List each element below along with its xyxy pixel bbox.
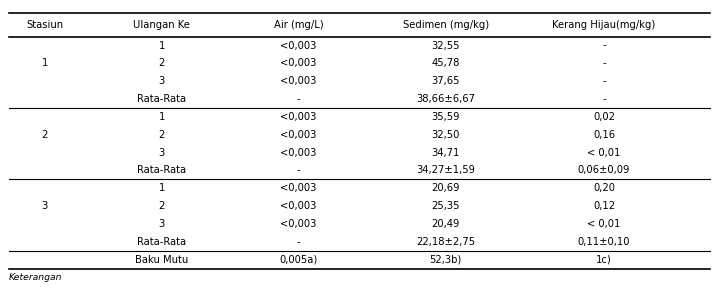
Text: 2: 2 <box>159 201 165 211</box>
Text: 1: 1 <box>42 58 47 68</box>
Text: <0,003: <0,003 <box>280 148 316 158</box>
Text: 38,66±6,67: 38,66±6,67 <box>416 94 475 104</box>
Text: -: - <box>296 237 301 247</box>
Text: 25,35: 25,35 <box>431 201 460 211</box>
Text: Air (mg/L): Air (mg/L) <box>273 20 324 30</box>
Text: Stasiun: Stasiun <box>26 20 63 30</box>
Text: < 0,01: < 0,01 <box>587 219 620 229</box>
Text: <0,003: <0,003 <box>280 76 316 86</box>
Text: 45,78: 45,78 <box>431 58 460 68</box>
Text: 0,02: 0,02 <box>593 112 615 122</box>
Text: 20,69: 20,69 <box>431 183 460 193</box>
Text: <0,003: <0,003 <box>280 58 316 68</box>
Text: 0,16: 0,16 <box>593 130 615 140</box>
Text: 34,27±1,59: 34,27±1,59 <box>416 166 475 175</box>
Text: Baku Mutu: Baku Mutu <box>135 255 188 265</box>
Text: Rata-Rata: Rata-Rata <box>137 166 186 175</box>
Text: Sedimen (mg/kg): Sedimen (mg/kg) <box>403 20 489 30</box>
Text: 20,49: 20,49 <box>431 219 460 229</box>
Text: <0,003: <0,003 <box>280 201 316 211</box>
Text: 3: 3 <box>159 76 165 86</box>
Text: 2: 2 <box>159 58 165 68</box>
Text: Keterangan: Keterangan <box>9 273 62 282</box>
Text: 1: 1 <box>159 183 165 193</box>
Text: 32,55: 32,55 <box>431 41 460 50</box>
Text: 0,11±0,10: 0,11±0,10 <box>577 237 631 247</box>
Text: 35,59: 35,59 <box>431 112 460 122</box>
Text: -: - <box>602 94 606 104</box>
Text: -: - <box>602 41 606 50</box>
Text: -: - <box>296 94 301 104</box>
Text: 0,12: 0,12 <box>593 201 615 211</box>
Text: 22,18±2,75: 22,18±2,75 <box>416 237 475 247</box>
Text: Rata-Rata: Rata-Rata <box>137 94 186 104</box>
Text: 37,65: 37,65 <box>431 76 460 86</box>
Text: 3: 3 <box>42 201 47 211</box>
Text: <0,003: <0,003 <box>280 219 316 229</box>
Text: Rata-Rata: Rata-Rata <box>137 237 186 247</box>
Text: <0,003: <0,003 <box>280 130 316 140</box>
Text: Kerang Hijau(mg/kg): Kerang Hijau(mg/kg) <box>552 20 656 30</box>
Text: -: - <box>602 58 606 68</box>
Text: 3: 3 <box>159 219 165 229</box>
Text: 32,50: 32,50 <box>431 130 460 140</box>
Text: 0,20: 0,20 <box>593 183 615 193</box>
Text: 3: 3 <box>159 148 165 158</box>
Text: 34,71: 34,71 <box>431 148 460 158</box>
Text: 2: 2 <box>159 130 165 140</box>
Text: 0,06±0,09: 0,06±0,09 <box>578 166 630 175</box>
Text: 2: 2 <box>42 130 47 140</box>
Text: 0,005a): 0,005a) <box>279 255 318 265</box>
Text: 1c): 1c) <box>596 255 612 265</box>
Text: <0,003: <0,003 <box>280 41 316 50</box>
Text: < 0,01: < 0,01 <box>587 148 620 158</box>
Text: Ulangan Ke: Ulangan Ke <box>133 20 191 30</box>
Text: 52,3b): 52,3b) <box>430 255 462 265</box>
Text: 1: 1 <box>159 112 165 122</box>
Text: 1: 1 <box>159 41 165 50</box>
Text: <0,003: <0,003 <box>280 183 316 193</box>
Text: -: - <box>296 166 301 175</box>
Text: <0,003: <0,003 <box>280 112 316 122</box>
Text: -: - <box>602 76 606 86</box>
